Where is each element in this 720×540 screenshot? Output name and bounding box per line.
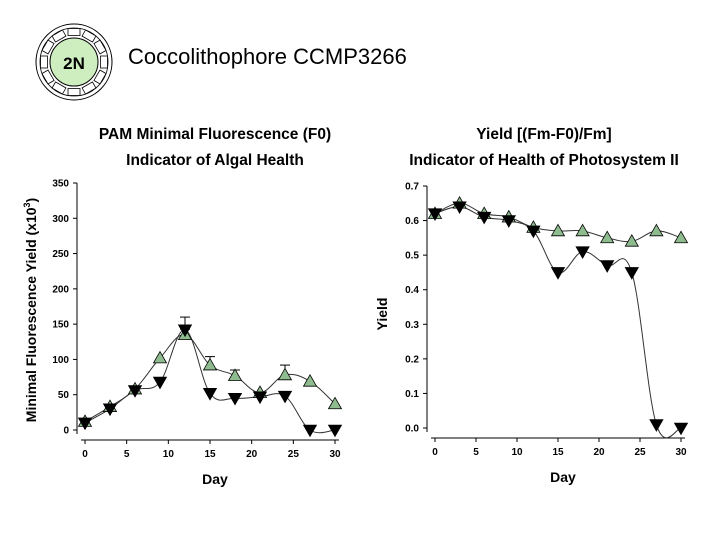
chart2-x-tick-label: 5 xyxy=(473,447,479,458)
chart2-y-tick-label: 0.3 xyxy=(405,320,419,331)
chart2-series2-point xyxy=(575,246,590,259)
chart2-series2-point xyxy=(624,267,639,280)
chart1-y-tick-label: 100 xyxy=(52,355,69,366)
chart2-xlabel: Day xyxy=(550,469,576,485)
chart2-x-tick-label: 20 xyxy=(593,447,605,458)
chart1-y-tick-label: 150 xyxy=(52,320,69,331)
chart2-series2-line xyxy=(434,206,682,439)
chart2-series2-point xyxy=(477,211,492,225)
chart2-series2-point xyxy=(452,201,467,215)
chart1-series2-point xyxy=(252,391,268,405)
page-title: Coccolithophore CCMP3266 xyxy=(128,44,407,69)
chart2-series2-point xyxy=(550,267,566,280)
fluorescence-chart: 0 50 100 150 200 250 300 350 0 5 10 15 20 25 30 Day Mi… xyxy=(22,179,343,487)
chart2-y-tick-label: 0.2 xyxy=(405,354,419,365)
chart2-title: Yield [(Fm-F0)/Fm] Indicator of Health o… xyxy=(378,122,710,174)
chart1-y-tick-label: 50 xyxy=(58,390,70,401)
chart2-x-tick-label: 15 xyxy=(552,447,564,458)
chart1-series1-point xyxy=(202,357,218,371)
chart2-x-tick-label: 30 xyxy=(675,447,687,458)
chart1-series1-line xyxy=(84,334,336,422)
chart1-title-line1: PAM Minimal Fluorescence (F0) xyxy=(98,126,332,143)
chart1-title-line2: Indicator of Algal Health xyxy=(126,152,304,169)
chart2-y-tick-label: 0.6 xyxy=(405,216,419,227)
chart1-series2-point xyxy=(152,376,168,390)
chart2-series2-point xyxy=(673,422,689,436)
chart2-series1-point xyxy=(673,230,689,244)
chart1-markers xyxy=(77,324,343,438)
chart1-title: PAM Minimal Fluorescence (F0) Indicator … xyxy=(60,122,370,174)
chart1-series2-point xyxy=(227,392,243,406)
chart2-y-tick-label: 0.4 xyxy=(405,285,419,296)
chart1-y-tick-label: 250 xyxy=(52,249,69,260)
chart1-ylabel: Minimal Fluorescence Yield (x103) xyxy=(22,198,39,422)
chart1-x-tick-label: 10 xyxy=(163,449,175,460)
yield-chart: 0.0 0.1 0.2 0.3 0.4 0.5 0.6 0.7 0 5 10 15 20 25 30 Day… xyxy=(374,182,689,485)
chart2-y-tick-label: 0.1 xyxy=(405,389,419,400)
chart1-series2-point xyxy=(277,390,293,404)
chart2-title-line1: Yield [(Fm-F0)/Fm] xyxy=(476,126,612,143)
chart2-ylabel: Yield xyxy=(374,298,390,331)
chart2-y-tick-label: 0.0 xyxy=(405,424,419,435)
chart2-series1-point xyxy=(550,223,566,237)
logo-ring-icon xyxy=(35,23,113,101)
chart2-series2-point xyxy=(427,208,443,221)
chart1-x-tick-label: 25 xyxy=(288,449,300,460)
chart1-series2-point xyxy=(127,385,143,398)
chart1-series2-point xyxy=(177,324,193,338)
chart2-series2-point xyxy=(501,215,516,228)
chart1-series2-point xyxy=(77,417,93,431)
chart2-markers xyxy=(427,195,689,436)
chart1-series2-point xyxy=(202,388,218,401)
chart1-x-tick-label: 20 xyxy=(246,449,258,460)
chart2-series1-point xyxy=(649,223,664,237)
chart1-y-tick-label: 300 xyxy=(52,214,69,225)
chart1-y-tick-label: 350 xyxy=(52,179,69,190)
chart1-axes: 0 50 100 150 200 250 300 350 0 5 10 15 20 25 30 xyxy=(52,179,341,461)
chart2-title-line2: Indicator of Health of Photosystem II xyxy=(409,152,679,169)
chart1-series1-point xyxy=(277,367,293,381)
chart2-axes: 0.0 0.1 0.2 0.3 0.4 0.5 0.6 0.7 0 5 10 15 20 25 30 xyxy=(405,182,687,459)
chart2-series2-point xyxy=(526,225,541,239)
chart2-series2-point xyxy=(649,419,664,432)
chart2-y-tick-label: 0.7 xyxy=(405,182,419,193)
chart2-series2-point xyxy=(600,260,615,273)
chart2-series1-point xyxy=(600,230,615,244)
chart2-y-tick-label: 0.5 xyxy=(405,251,419,262)
chart1-x-tick-label: 0 xyxy=(82,449,88,460)
chart1-series2-point xyxy=(102,403,118,417)
logo-2n: 2N xyxy=(35,23,113,101)
chart2-series1-point xyxy=(575,223,590,237)
chart1-series1-point xyxy=(327,396,343,410)
logo-text: 2N xyxy=(63,54,85,73)
chart2-series1-point xyxy=(624,234,639,247)
chart2-x-tick-label: 25 xyxy=(634,447,646,458)
chart1-series2-point xyxy=(327,424,343,438)
chart1-lines xyxy=(84,316,336,434)
chart1-series1-point xyxy=(152,350,168,364)
chart1-series2-line xyxy=(84,329,336,434)
chart1-y-tick-label: 200 xyxy=(52,284,69,295)
chart1-x-tick-label: 5 xyxy=(124,449,130,460)
chart1-xlabel: Day xyxy=(202,471,228,487)
chart2-lines xyxy=(434,202,682,439)
chart1-y-tick-label: 0 xyxy=(63,426,69,437)
chart1-series1-point xyxy=(227,368,243,381)
chart1-x-tick-label: 15 xyxy=(204,449,216,460)
chart2-x-tick-label: 0 xyxy=(432,447,438,458)
chart1-series1-point xyxy=(302,373,318,387)
chart1-x-tick-label: 30 xyxy=(329,449,341,460)
chart1-series2-point xyxy=(302,424,318,438)
chart2-x-tick-label: 10 xyxy=(511,447,523,458)
